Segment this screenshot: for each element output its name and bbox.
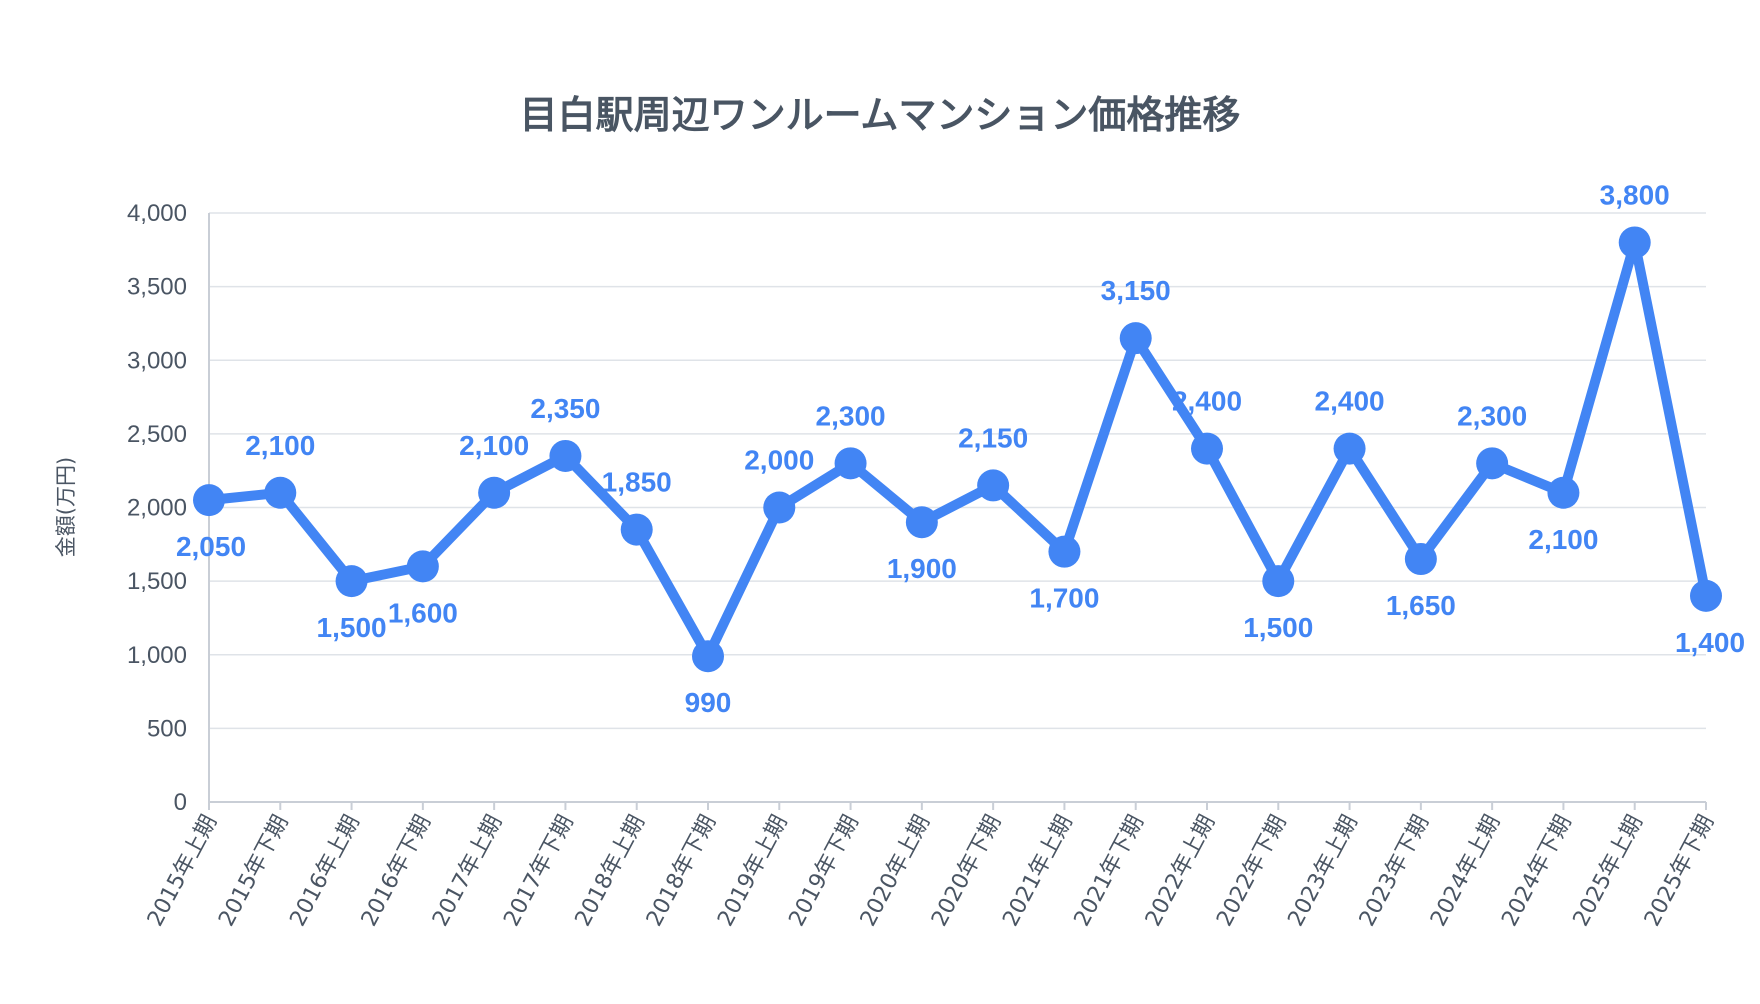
x-tick-label: 2021年上期 bbox=[998, 811, 1077, 930]
x-tick-label: 2025年上期 bbox=[1569, 811, 1648, 930]
y-tick-label: 3,000 bbox=[127, 347, 187, 374]
x-tick-label: 2023年上期 bbox=[1284, 811, 1363, 930]
data-label: 2,150 bbox=[958, 422, 1028, 453]
data-point bbox=[1618, 226, 1651, 259]
data-label: 2,400 bbox=[1172, 386, 1242, 417]
data-point bbox=[406, 550, 439, 583]
data-label: 1,850 bbox=[602, 467, 672, 498]
data-label: 2,050 bbox=[176, 531, 246, 562]
data-point bbox=[1404, 543, 1437, 576]
chart-title: 目白駅周辺ワンルームマンション価格推移 bbox=[520, 93, 1241, 137]
data-point bbox=[834, 447, 867, 480]
data-label: 1,900 bbox=[887, 553, 957, 584]
y-tick-label: 2,500 bbox=[127, 421, 187, 448]
data-label: 1,500 bbox=[1243, 612, 1313, 643]
data-point bbox=[977, 469, 1010, 502]
gridlines bbox=[209, 212, 1706, 730]
x-tick-label: 2020年上期 bbox=[856, 811, 935, 930]
data-label: 1,650 bbox=[1386, 590, 1456, 621]
data-label: 3,150 bbox=[1101, 275, 1171, 306]
y-tick-label: 0 bbox=[174, 789, 187, 816]
y-axis-label: 金額(万円) bbox=[54, 457, 78, 557]
data-point bbox=[763, 491, 796, 524]
data-label: 2,100 bbox=[245, 430, 315, 461]
x-tick-label: 2025年下期 bbox=[1640, 811, 1719, 930]
x-tick-label: 2018年下期 bbox=[642, 811, 721, 930]
series-line-layer bbox=[204, 237, 1711, 662]
data-point bbox=[193, 484, 225, 517]
data-label: 2,100 bbox=[459, 430, 529, 461]
x-tick-label: 2024年上期 bbox=[1426, 811, 1505, 930]
y-tick-label: 500 bbox=[147, 715, 187, 742]
y-tick-labels: 0 500 1,000 1,500 2,000 2,500 3,000 3,500 4,000 bbox=[127, 200, 187, 816]
data-label: 2,300 bbox=[1457, 400, 1527, 431]
data-point bbox=[478, 476, 511, 509]
data-points bbox=[193, 226, 1722, 673]
x-tick-label: 2015年上期 bbox=[143, 811, 222, 930]
data-point bbox=[1547, 476, 1580, 509]
x-tick-label: 2021年下期 bbox=[1070, 811, 1149, 930]
y-tick-label: 2,000 bbox=[127, 495, 187, 522]
x-tick-label: 2024年下期 bbox=[1497, 811, 1576, 930]
x-tick-label: 2022年上期 bbox=[1141, 811, 1220, 930]
data-label: 2,100 bbox=[1528, 524, 1598, 555]
data-point bbox=[620, 513, 653, 546]
y-tick-label: 4,000 bbox=[127, 200, 187, 227]
data-point bbox=[1476, 447, 1509, 480]
y-tick-label: 3,500 bbox=[127, 274, 187, 301]
data-point bbox=[905, 506, 938, 539]
x-tick-label: 2017年下期 bbox=[499, 811, 578, 930]
data-label: 1,400 bbox=[1675, 627, 1745, 658]
x-tick-label: 2022年下期 bbox=[1212, 811, 1291, 930]
data-point bbox=[1333, 432, 1366, 465]
y-tick-label: 1,000 bbox=[127, 642, 187, 669]
data-label: 2,300 bbox=[816, 400, 886, 431]
x-tick-label: 2016年上期 bbox=[286, 811, 365, 930]
data-label: 1,500 bbox=[317, 612, 387, 643]
data-point bbox=[549, 439, 582, 472]
data-point bbox=[1048, 535, 1081, 568]
x-tick-label: 2016年下期 bbox=[357, 811, 436, 930]
x-tick-label: 2018年上期 bbox=[571, 811, 650, 930]
data-point bbox=[335, 565, 368, 598]
data-point bbox=[1690, 579, 1722, 612]
data-label: 2,350 bbox=[530, 393, 600, 424]
x-tick-label: 2015年下期 bbox=[214, 811, 293, 930]
x-tick-label: 2020年下期 bbox=[927, 811, 1006, 930]
data-point bbox=[1191, 432, 1223, 465]
x-tick-label: 2023年下期 bbox=[1355, 811, 1434, 930]
x-tick-label: 2017年上期 bbox=[428, 811, 507, 930]
x-tick-label: 2019年上期 bbox=[713, 811, 792, 930]
data-point bbox=[1119, 322, 1152, 355]
data-label: 3,800 bbox=[1600, 179, 1670, 210]
data-label: 990 bbox=[685, 687, 732, 718]
series-line bbox=[204, 237, 1711, 662]
data-point bbox=[692, 640, 724, 673]
data-point bbox=[1262, 565, 1295, 598]
data-label: 1,700 bbox=[1029, 583, 1099, 614]
data-label: 2,400 bbox=[1315, 386, 1385, 417]
data-label: 2,000 bbox=[744, 445, 814, 476]
x-tick-labels: 2015年上期2015年下期2016年上期2016年下期2017年上期2017年… bbox=[143, 802, 1719, 931]
data-point bbox=[264, 476, 297, 509]
y-tick-label: 1,500 bbox=[127, 568, 187, 595]
x-tick-label: 2019年下期 bbox=[785, 811, 864, 930]
data-label: 1,600 bbox=[388, 597, 458, 628]
